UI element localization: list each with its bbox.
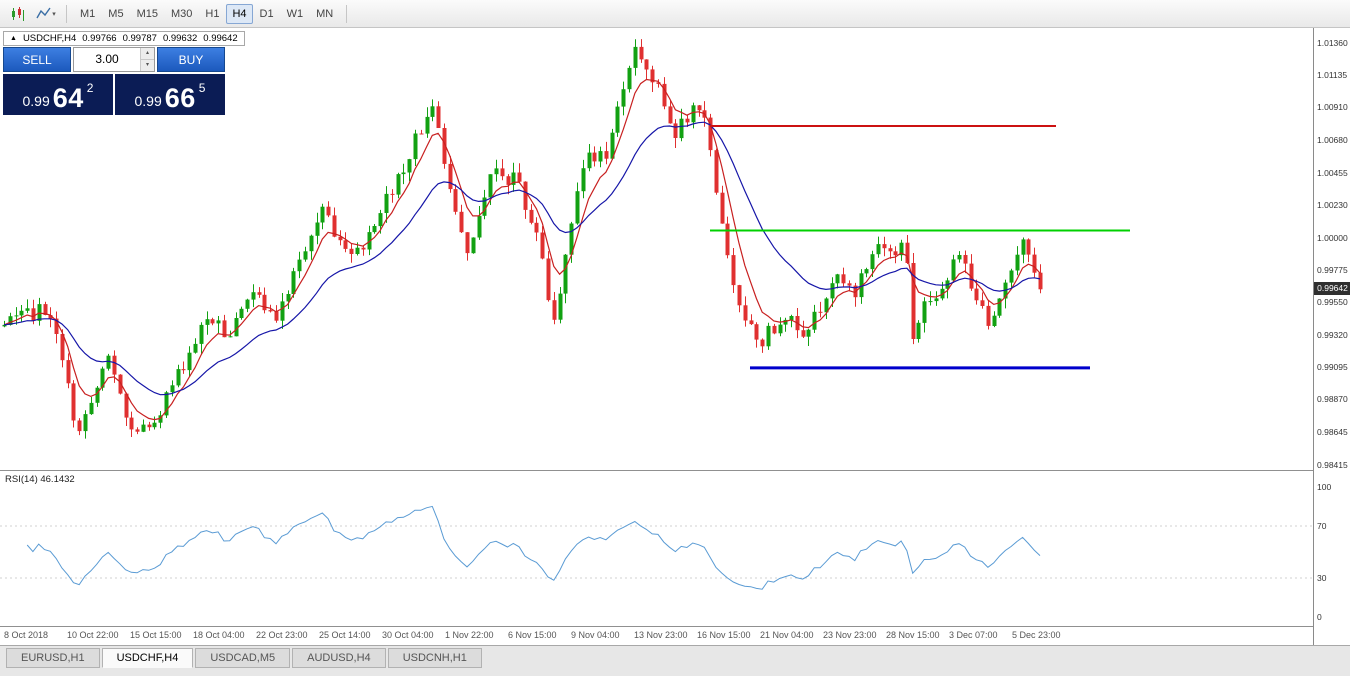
price-axis-label: 0.98645 bbox=[1317, 427, 1348, 437]
timeframe-buttons: M1 M5 M15 M30 H1 H4 D1 W1 MN bbox=[74, 3, 339, 24]
chart-region: ▲ USDCHF,H4 0.99766 0.99787 0.99632 0.99… bbox=[0, 28, 1350, 645]
price-axis-label: 0.98870 bbox=[1317, 394, 1348, 404]
bar-chart-icon[interactable] bbox=[5, 3, 31, 25]
time-axis-label: 9 Nov 04:00 bbox=[571, 630, 620, 640]
rsi-indicator-label: RSI(14) 46.1432 bbox=[5, 474, 75, 485]
buy-button[interactable]: BUY bbox=[157, 47, 225, 72]
time-axis-label: 23 Nov 23:00 bbox=[823, 630, 877, 640]
buy-price-big: 66 bbox=[164, 83, 196, 114]
time-axis-label: 10 Oct 22:00 bbox=[67, 630, 119, 640]
sell-price-big: 64 bbox=[52, 83, 84, 114]
symbol-tab-bar: EURUSD,H1 USDCHF,H4 USDCAD,M5 AUDUSD,H4 USDC… bbox=[0, 645, 1350, 676]
candles-layer bbox=[2, 39, 1043, 439]
sell-price-prefix: 0.99 bbox=[22, 93, 50, 109]
ohlc-low: 0.99632 bbox=[162, 33, 198, 44]
volume-up-icon[interactable]: ▴ bbox=[141, 48, 154, 60]
time-axis-label: 8 Oct 2018 bbox=[4, 630, 49, 640]
dropdown-caret-icon: ▾ bbox=[52, 10, 56, 18]
rsi-axis-label: 0 bbox=[1317, 612, 1322, 622]
time-axis-label: 1 Nov 22:00 bbox=[445, 630, 494, 640]
timeframe-m15[interactable]: M15 bbox=[136, 7, 158, 20]
price-axis-label: 1.00455 bbox=[1317, 168, 1348, 178]
symbol-marker-icon: ▲ bbox=[10, 35, 17, 42]
indicators-icon[interactable]: ▾ bbox=[33, 3, 59, 25]
sell-button[interactable]: SELL bbox=[3, 47, 71, 72]
price-axis-label: 1.01360 bbox=[1317, 38, 1348, 48]
price-axis-label: 0.98415 bbox=[1317, 460, 1348, 470]
one-click-trading-panel: SELL 3.00 ▴ ▾ BUY 0.99 64 2 0.99 bbox=[3, 47, 225, 115]
tab-eurusd-h1[interactable]: EURUSD,H1 bbox=[6, 648, 100, 668]
volume-down-icon[interactable]: ▾ bbox=[141, 60, 154, 71]
buy-price-prefix: 0.99 bbox=[134, 93, 162, 109]
time-axis-label: 6 Nov 15:00 bbox=[508, 630, 557, 640]
ohlc-high: 0.99787 bbox=[122, 33, 157, 44]
timeframe-h4[interactable]: H4 bbox=[226, 3, 253, 24]
time-axis-label: 28 Nov 15:00 bbox=[886, 630, 940, 640]
rsi-axis-label: 30 bbox=[1317, 573, 1327, 583]
ma-slow-line bbox=[3, 121, 1041, 396]
rsi-axis-label: 70 bbox=[1317, 521, 1327, 531]
time-axis[interactable]: 8 Oct 2018 10 Oct 22:00 15 Oct 15:00 18 Oct… bbox=[0, 627, 1313, 645]
toolbar-separator bbox=[346, 4, 348, 23]
time-axis-label: 25 Oct 14:00 bbox=[319, 630, 371, 640]
ma-fast-line bbox=[3, 78, 1041, 421]
bar-chart-glyph bbox=[12, 6, 24, 21]
toolbar-separator bbox=[66, 4, 67, 23]
chart-info-bar: ▲ USDCHF,H4 0.99766 0.99787 0.99632 0.99… bbox=[3, 31, 245, 46]
timeframe-m30[interactable]: M30 bbox=[170, 7, 193, 20]
current-price-badge: 0.99642 bbox=[1314, 282, 1350, 295]
top-toolbar: ▾ M1 M5 M15 M30 H1 H4 D1 W1 MN bbox=[0, 0, 1350, 28]
timeframe-mn[interactable]: MN bbox=[316, 7, 334, 20]
price-axis-label: 1.00000 bbox=[1317, 233, 1348, 243]
timeframe-m1[interactable]: M1 bbox=[80, 7, 96, 20]
sell-price-pip: 2 bbox=[86, 81, 94, 95]
volume-stepper[interactable]: 3.00 ▴ ▾ bbox=[73, 47, 155, 72]
tab-usdcad-m5[interactable]: USDCAD,M5 bbox=[195, 648, 291, 668]
time-axis-label: 22 Oct 23:00 bbox=[256, 630, 308, 640]
time-axis-label: 16 Nov 15:00 bbox=[697, 630, 751, 640]
price-axis-label: 0.99775 bbox=[1317, 265, 1348, 275]
rsi-line bbox=[26, 505, 1041, 590]
buy-price-pip: 5 bbox=[198, 81, 206, 95]
time-axis-label: 30 Oct 04:00 bbox=[382, 630, 434, 640]
price-axis-label: 0.99320 bbox=[1317, 330, 1348, 340]
volume-value[interactable]: 3.00 bbox=[95, 52, 119, 66]
buy-price-display[interactable]: 0.99 66 5 bbox=[115, 74, 225, 115]
time-axis-label: 5 Dec 23:00 bbox=[1012, 630, 1061, 640]
ohlc-close: 0.99642 bbox=[203, 33, 238, 44]
time-axis-label: 15 Oct 15:00 bbox=[130, 630, 182, 640]
price-axis[interactable]: 0.99642 1.01360 1.01135 1.00910 1.00680 1.00… bbox=[1313, 28, 1350, 645]
time-axis-label: 3 Dec 07:00 bbox=[949, 630, 998, 640]
zigzag-glyph bbox=[36, 7, 51, 19]
sell-price-display[interactable]: 0.99 64 2 bbox=[3, 74, 113, 115]
tab-usdchf-h4[interactable]: USDCHF,H4 bbox=[101, 648, 194, 668]
timeframe-d1[interactable]: D1 bbox=[259, 7, 274, 20]
timeframe-m5[interactable]: M5 bbox=[108, 7, 124, 20]
timeframe-h1[interactable]: H1 bbox=[205, 7, 220, 20]
tab-usdcnh-h1[interactable]: USDCNH,H1 bbox=[387, 648, 482, 668]
timeframe-w1[interactable]: W1 bbox=[286, 7, 304, 20]
price-axis-label: 1.00230 bbox=[1317, 200, 1348, 210]
price-axis-label: 1.00910 bbox=[1317, 102, 1348, 112]
time-axis-label: 18 Oct 04:00 bbox=[193, 630, 245, 640]
tab-audusd-h4[interactable]: AUDUSD,H4 bbox=[292, 648, 386, 668]
time-axis-label: 21 Nov 04:00 bbox=[760, 630, 814, 640]
chart-canvas[interactable] bbox=[0, 28, 1313, 627]
price-axis-label: 0.99550 bbox=[1317, 297, 1348, 307]
chart-symbol-period: USDCHF,H4 bbox=[22, 33, 77, 44]
price-axis-label: 0.99095 bbox=[1317, 362, 1348, 372]
price-axis-label: 1.00680 bbox=[1317, 135, 1348, 145]
ohlc-open: 0.99766 bbox=[82, 33, 117, 44]
rsi-axis-label: 100 bbox=[1317, 482, 1332, 492]
price-axis-label: 1.01135 bbox=[1317, 70, 1348, 80]
time-axis-label: 13 Nov 23:00 bbox=[634, 630, 688, 640]
volume-arrows: ▴ ▾ bbox=[140, 48, 154, 71]
